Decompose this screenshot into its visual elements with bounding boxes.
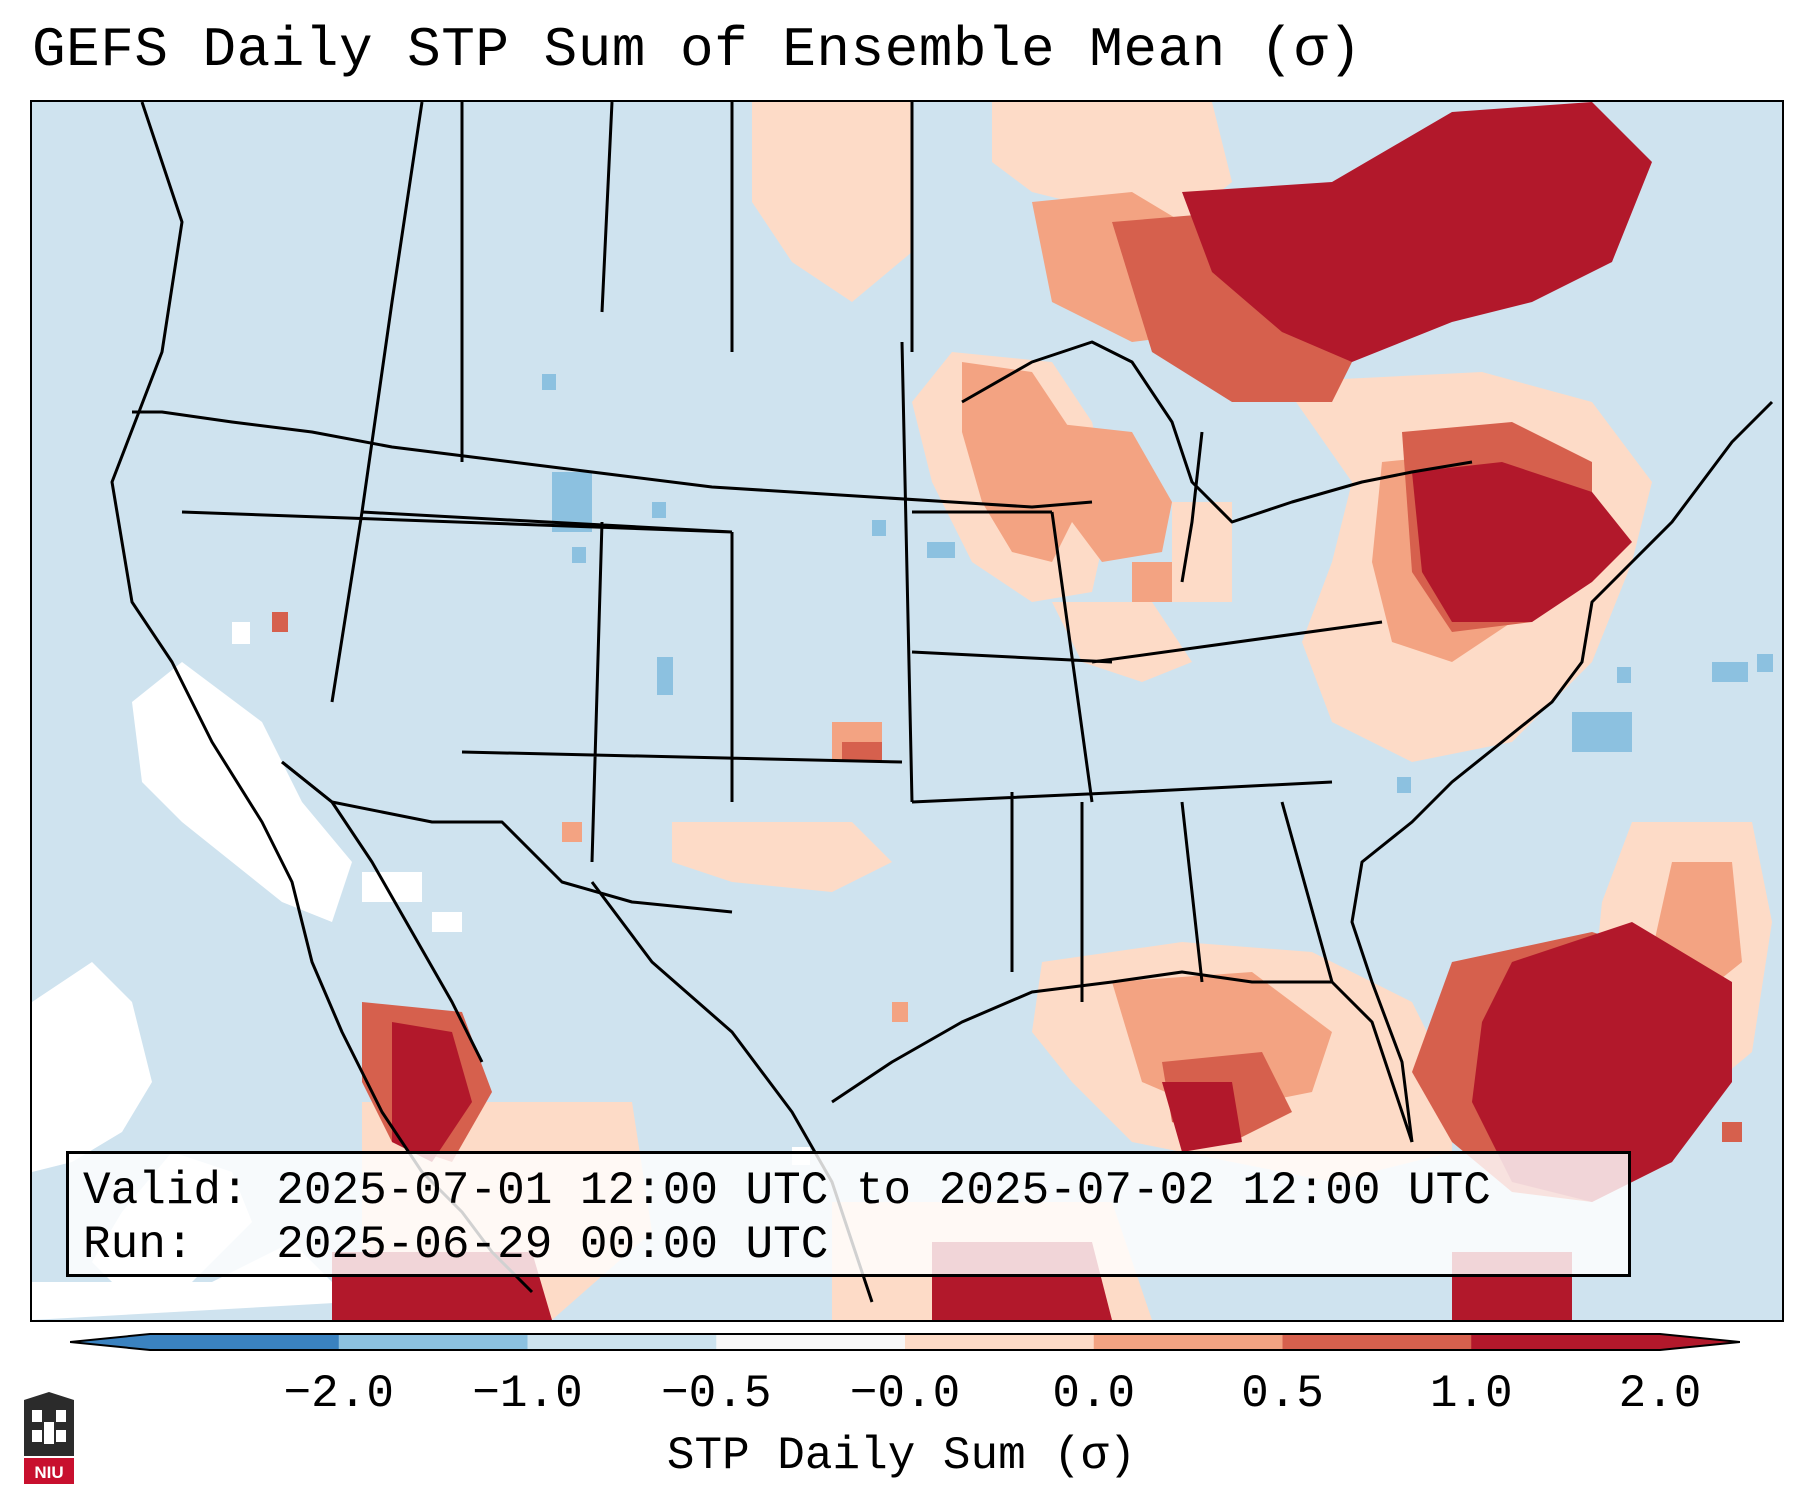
colorbar-segments <box>150 1334 1661 1350</box>
map-panel <box>30 100 1784 1322</box>
state-boundaries <box>181 102 1383 1002</box>
lake-michigan-outline <box>1180 431 1204 583</box>
colorbar-tick-label: 0.0 <box>1052 1368 1136 1420</box>
colorbar-segment <box>527 1334 717 1350</box>
colorbar-tick-label: −2.0 <box>283 1368 394 1420</box>
colorbar-segment <box>1282 1334 1472 1350</box>
logo-band <box>24 1458 74 1484</box>
run-label: Run: <box>83 1219 194 1271</box>
plot-title: GEFS Daily STP Sum of Ensemble Mean (σ) <box>32 18 1363 82</box>
extreme-positive-field <box>332 102 1732 1320</box>
colorbar-outline <box>70 1333 1740 1351</box>
valid-label: Valid: <box>83 1165 249 1217</box>
colorbar-segment <box>716 1334 906 1350</box>
weak-positive-field <box>362 102 1772 1320</box>
niu-logo: NIU <box>24 1392 74 1484</box>
colorbar-tick-label: −0.0 <box>849 1368 961 1420</box>
valid-value: 2025-07-01 12:00 UTC to 2025-07-02 12:00… <box>276 1165 1491 1217</box>
atlantic-coastline <box>1350 400 1774 1143</box>
colorbar-segment <box>905 1334 1095 1350</box>
colorbar-segment <box>1471 1334 1661 1350</box>
colorbar-extend-low <box>70 1334 150 1350</box>
anomaly-map <box>32 102 1782 1320</box>
colorbar-tick-label: −0.5 <box>661 1368 772 1420</box>
colorbar <box>70 1333 1740 1351</box>
validity-info-box: Valid: 2025-07-01 12:00 UTC to 2025-07-0… <box>66 1151 1631 1277</box>
colorbar-label: STP Daily Sum (σ) <box>666 1430 1137 1482</box>
great-lakes-outline <box>961 340 1473 524</box>
colorbar-extend-high <box>1660 1334 1740 1350</box>
us-mexico-border <box>281 760 733 914</box>
run-value: 2025-06-29 00:00 UTC <box>276 1219 829 1271</box>
colorbar-tick-label: 0.5 <box>1241 1368 1324 1420</box>
colorbar-tick-label: 1.0 <box>1429 1368 1513 1420</box>
colorbar-segment <box>338 1334 528 1350</box>
us-canada-border <box>132 410 1093 509</box>
colorbar-segment <box>150 1334 340 1350</box>
colorbar-segment <box>1093 1334 1283 1350</box>
colorbar-tick-label: −1.0 <box>472 1368 583 1420</box>
gulf-coastline <box>831 970 1414 1143</box>
logo-text: NIU <box>34 1463 63 1482</box>
colorbar-tick-label: 2.0 <box>1618 1368 1702 1420</box>
